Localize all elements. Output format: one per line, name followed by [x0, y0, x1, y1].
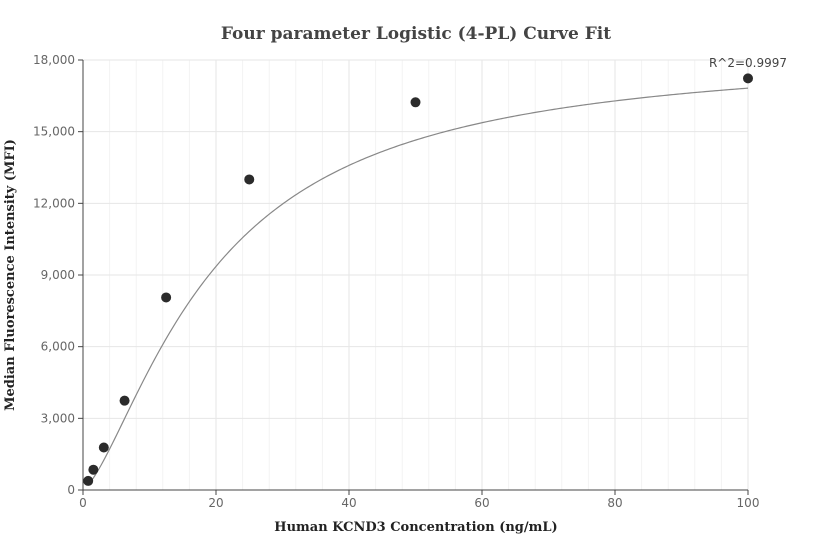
data-point — [410, 97, 421, 108]
x-axis-label: Human KCND3 Concentration (ng/mL) — [274, 520, 557, 535]
data-point — [98, 442, 109, 453]
y-tick-label: 18,000 — [33, 53, 75, 67]
axes — [78, 59, 749, 495]
y-axis-label: Median Fluorescence Intensity (MFI) — [3, 139, 18, 411]
x-tick-label: 20 — [208, 496, 223, 510]
x-tick-label: 0 — [79, 496, 87, 510]
data-point — [244, 174, 255, 185]
data-point — [743, 73, 753, 84]
x-tick-label: 60 — [474, 496, 489, 510]
r-squared-annotation: R^2=0.9997 — [709, 56, 787, 70]
x-tick-label: 100 — [737, 496, 760, 510]
data-point — [88, 464, 99, 475]
data-points — [83, 73, 753, 486]
y-tick-label: 9,000 — [41, 268, 75, 282]
y-tick-label: 0 — [67, 483, 75, 497]
x-tick-label: 40 — [341, 496, 356, 510]
y-tick-label: 3,000 — [41, 411, 75, 425]
y-tick-label: 12,000 — [33, 196, 75, 210]
data-point — [161, 292, 172, 303]
grid — [83, 59, 749, 490]
y-tick-label: 15,000 — [33, 125, 75, 139]
data-point — [83, 475, 94, 486]
tick-labels: 0 20 40 60 80 100 0 3,000 6,000 9,000 12,000 15,000… — [33, 53, 759, 510]
y-tick-label: 6,000 — [41, 340, 75, 354]
x-tick-label: 80 — [607, 496, 622, 510]
chart-title: Four parameter Logistic (4-PL) Curve Fit — [221, 24, 611, 44]
fit-curve — [87, 87, 749, 486]
data-point — [119, 395, 130, 406]
